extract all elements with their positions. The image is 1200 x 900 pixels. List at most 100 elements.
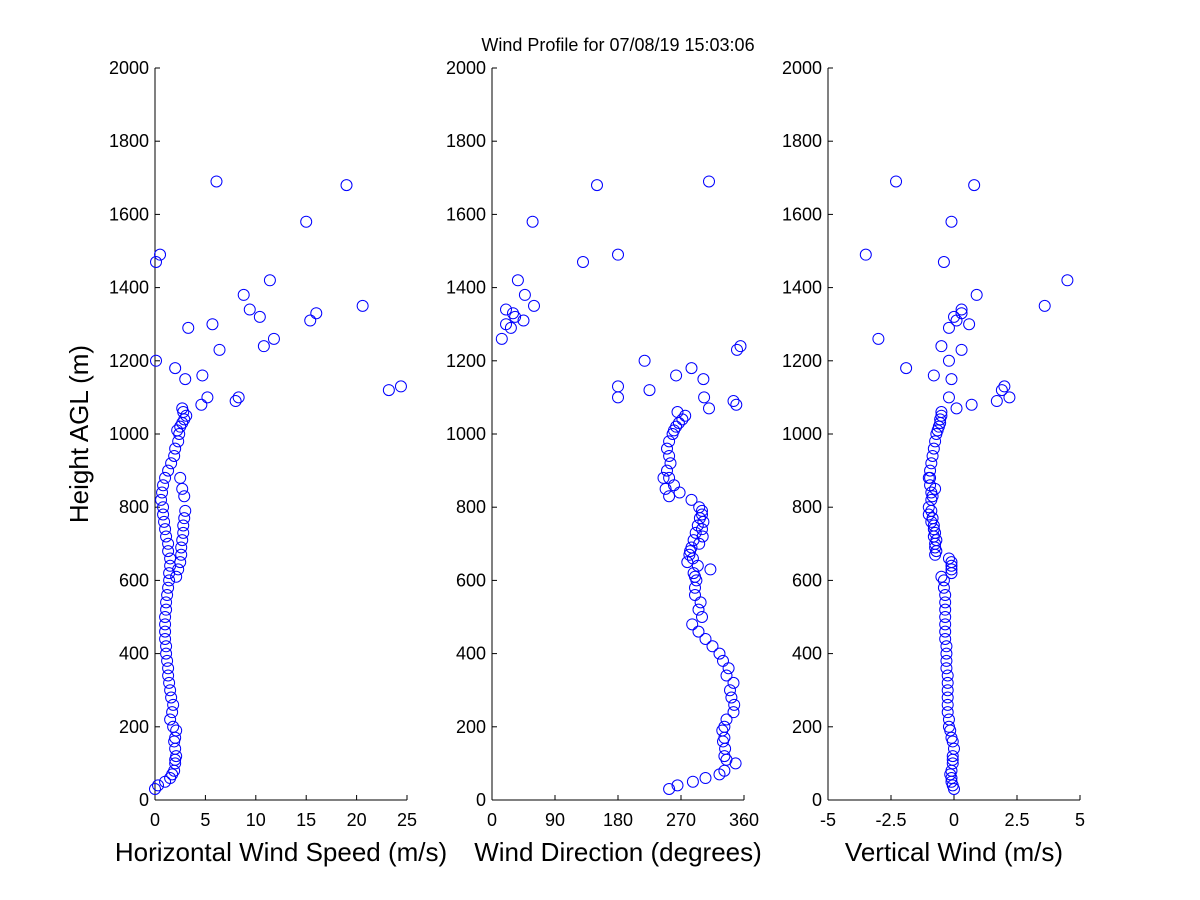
direction-y-tick-label: 1800: [446, 131, 486, 151]
direction-data-point: [699, 632, 712, 645]
speed-data-point: [171, 424, 184, 437]
vertical-data-point: [941, 669, 954, 682]
direction-data-point: [518, 288, 531, 301]
direction-data-point: [517, 314, 530, 327]
vertical-data-point: [1061, 274, 1074, 287]
speed-y-tick-label: 800: [119, 497, 149, 517]
speed-data-point: [164, 684, 177, 697]
vertical-data-point: [946, 750, 959, 763]
direction-data-point: [664, 457, 677, 470]
speed-data-point: [159, 611, 172, 623]
direction-data-point: [730, 398, 743, 411]
speed-data-point: [162, 537, 175, 550]
vertical-data-point: [945, 764, 958, 777]
speed-data-point: [237, 288, 250, 301]
vertical-y-tick-label: 1000: [782, 424, 822, 444]
speed-data-point: [172, 563, 185, 576]
chart-vertical: 0 200 400 600 800 1000 1200 1400 1600 1800 2000 -5 -…: [782, 58, 1085, 867]
speed-data-point: [162, 669, 175, 682]
direction-data-point: [720, 669, 733, 682]
speed-data-point: [169, 442, 182, 455]
vertical-data-point: [937, 255, 950, 268]
direction-data-point: [685, 541, 698, 554]
vertical-data-point: [940, 654, 953, 667]
speed-data-point: [157, 508, 170, 521]
speed-x-tick-label: 25: [397, 810, 417, 830]
vertical-data-point: [935, 409, 948, 422]
speed-data-point: [340, 179, 353, 192]
vertical-data-point: [1038, 299, 1051, 312]
vertical-data-point: [935, 406, 948, 419]
vertical-data-point: [945, 563, 958, 576]
direction-data-point: [719, 742, 732, 755]
direction-data-point: [727, 706, 740, 719]
speed-data-point: [213, 343, 226, 356]
speed-x-tick-label: 0: [150, 810, 160, 830]
direction-data-point: [717, 654, 729, 667]
direction-data-point: [718, 750, 731, 763]
direction-data-point: [703, 402, 715, 415]
vertical-x-tick-label: 0: [949, 810, 959, 830]
vertical-data-point: [929, 482, 942, 495]
vertical-data-point: [927, 519, 940, 532]
direction-data-point: [689, 526, 702, 539]
direction-data-point: [699, 772, 712, 785]
vertical-data-point: [929, 435, 942, 448]
speed-data-point: [162, 662, 175, 675]
direction-data-point: [727, 676, 740, 689]
vertical-data-point: [942, 321, 955, 334]
vertical-data-point: [990, 395, 1003, 408]
direction-data-point: [663, 435, 676, 448]
speed-data-point: [232, 391, 245, 404]
direction-y-tick-label: 1200: [446, 351, 486, 371]
figure-title: Wind Profile for 07/08/19 15:03:06: [481, 35, 754, 55]
vertical-data-point: [945, 215, 958, 228]
vertical-data-point: [941, 691, 954, 704]
vertical-data-point: [939, 589, 952, 602]
vertical-data-point: [941, 698, 954, 711]
vertical-data-point: [927, 442, 940, 455]
direction-data-point: [661, 442, 673, 455]
speed-data-point: [158, 515, 171, 528]
vertical-data-point: [941, 676, 954, 689]
vertical-data-point: [924, 464, 937, 477]
vertical-data-point: [939, 611, 952, 623]
vertical-data-point: [945, 731, 958, 744]
vertical-data-point: [998, 380, 1011, 393]
speed-data-point: [174, 556, 187, 569]
direction-data-point: [528, 299, 540, 312]
direction-y-tick-label: 800: [456, 497, 486, 517]
vertical-data-point: [925, 457, 938, 470]
vertical-y-tick-label: 1800: [782, 131, 822, 151]
vertical-data-point: [890, 175, 903, 188]
direction-data-point: [728, 698, 741, 711]
direction-data-point: [697, 373, 710, 386]
direction-data-point: [734, 340, 747, 353]
vertical-data-point: [955, 303, 968, 316]
vertical-data-point: [955, 307, 968, 320]
direction-data-point: [689, 581, 701, 594]
direction-y-tick-label: 600: [456, 570, 486, 590]
speed-data-point: [159, 625, 172, 638]
speed-data-point: [257, 340, 270, 353]
speed-x-tick-label: 10: [246, 810, 266, 830]
speed-data-point: [149, 783, 161, 796]
vertical-data-point: [926, 490, 939, 503]
speed-data-point: [176, 402, 189, 415]
vertical-data-point: [939, 596, 952, 609]
direction-data-point: [612, 248, 624, 261]
vertical-data-point: [941, 684, 954, 697]
speed-y-axis-label: Height AGL (m): [64, 345, 94, 523]
vertical-data-point: [930, 534, 943, 547]
direction-data-point: [500, 318, 512, 331]
direction-x-tick-label: 0: [487, 810, 497, 830]
speed-data-point: [164, 552, 177, 565]
speed-x-tick-label: 15: [296, 810, 316, 830]
speed-data-point: [156, 486, 169, 499]
vertical-x-tick-label: -5: [820, 810, 836, 830]
speed-data-point: [243, 303, 256, 316]
speed-data-point: [154, 248, 167, 261]
speed-data-point: [195, 398, 208, 411]
direction-data-point: [692, 603, 705, 616]
